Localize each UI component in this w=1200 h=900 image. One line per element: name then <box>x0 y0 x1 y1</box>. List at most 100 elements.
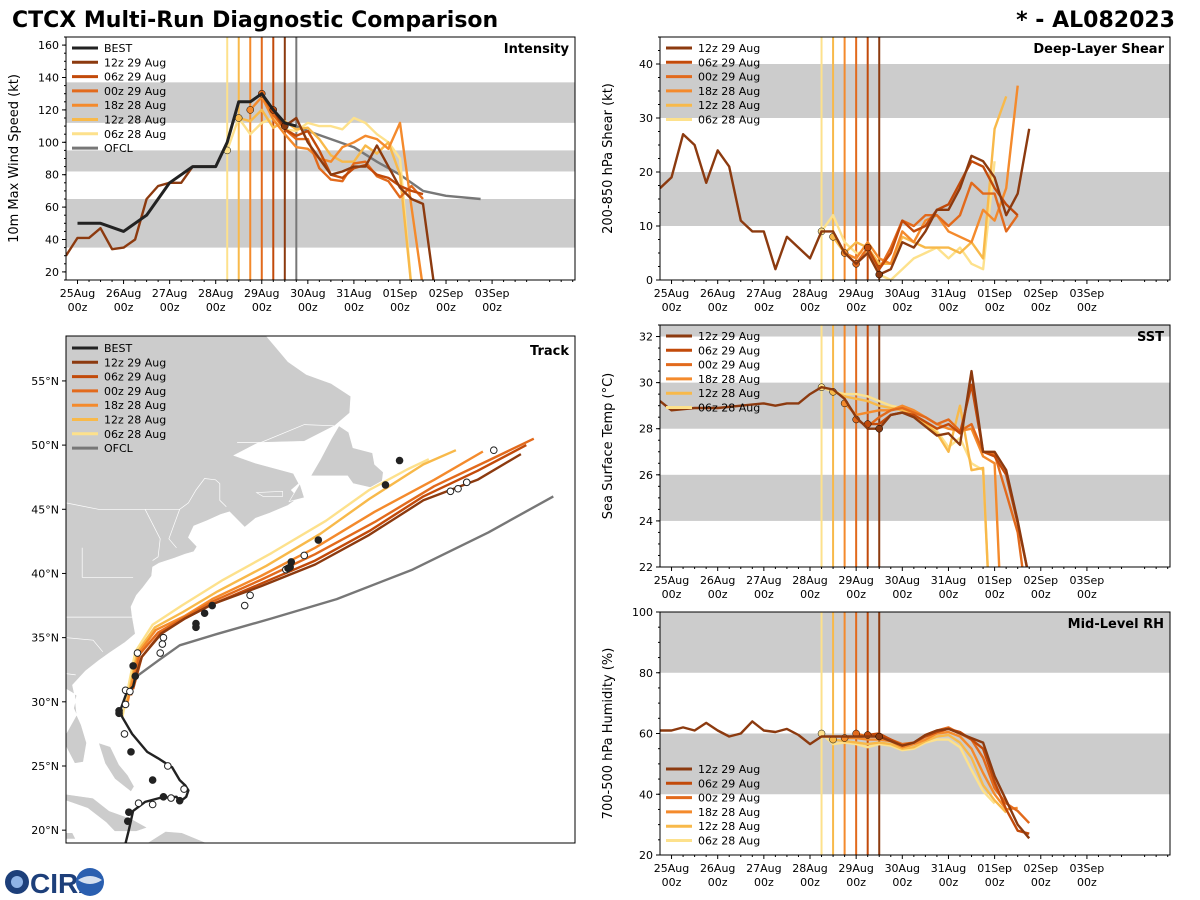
rh-legend-label: 00z 29 Aug <box>698 792 760 805</box>
track-panel-title: Track <box>530 344 569 359</box>
track-legend-label: 12z 29 Aug <box>104 356 166 369</box>
shear-xtick-label: 03Sep <box>1070 287 1105 300</box>
shear-ytick-label: 30 <box>639 112 653 125</box>
intensity-band-2 <box>66 82 575 123</box>
rh-xtick-label: 30Aug <box>885 862 920 875</box>
map-boundary <box>66 637 104 653</box>
rh-series-12z-28-aug <box>832 733 1008 814</box>
shear-xtick-label: 26Aug <box>700 287 735 300</box>
track-ytick-label: 50°N <box>31 439 59 452</box>
rh-series-06z-28-aug <box>820 732 996 805</box>
map-boundary <box>144 509 161 561</box>
shear-ytick-label: 10 <box>639 220 653 233</box>
land-mass-4 <box>66 793 148 832</box>
sst-panel-title: SST <box>1137 330 1164 345</box>
intensity-ytick-label: 160 <box>38 39 59 52</box>
intensity-series-best <box>77 92 297 233</box>
sst-xtick-label-hour: 00z <box>708 588 728 601</box>
shear-legend-label: 18z 28 Aug <box>698 85 760 98</box>
intensity-series-18z-28-aug <box>249 95 424 280</box>
land-mass-3 <box>288 482 305 503</box>
track-ytick-label: 40°N <box>31 567 59 580</box>
sst-plot-area <box>660 325 1170 567</box>
intensity-legend-label: OFCL <box>104 142 134 155</box>
intensity-xtick-label: 03Sep <box>475 287 510 300</box>
intensity-legend-label: BEST <box>104 42 132 55</box>
rh-init-marker-12z-29-aug <box>875 732 883 741</box>
shear-xtick-label: 01Sep <box>977 287 1012 300</box>
sst-ytick-label: 32 <box>639 331 653 344</box>
track-point-open <box>159 633 168 642</box>
intensity-ytick-label: 20 <box>45 266 59 279</box>
sst-xtick-label: 26Aug <box>700 574 735 587</box>
intensity-ytick-label: 100 <box>38 136 59 149</box>
shear-ytick-label: 40 <box>639 58 653 71</box>
track-point-open <box>134 799 143 808</box>
shear-legend-label: 06z 28 Aug <box>698 114 760 127</box>
track-line-18z-28-aug <box>126 450 484 703</box>
shear-band-1 <box>660 64 1170 118</box>
shear-xtick-label: 27Aug <box>746 287 781 300</box>
track-line-00z-29-aug <box>129 437 535 696</box>
track-point-filled <box>148 776 157 784</box>
track-point-open <box>446 487 455 496</box>
sst-ytick-label: 26 <box>639 469 653 482</box>
track-point-open <box>164 762 172 770</box>
sst-legend-label: 18z 28 Aug <box>698 373 760 386</box>
rh-xtick-label-hour: 00z <box>939 876 959 889</box>
rh-xtick-label: 02Sep <box>1023 862 1058 875</box>
sst-ylabel: Sea Surface Temp (°C) <box>601 373 616 520</box>
shear-xtick-label-hour: 00z <box>939 301 959 314</box>
shear-xtick-label-hour: 00z <box>892 301 912 314</box>
shear-xtick-label-hour: 00z <box>1077 301 1097 314</box>
track-legend-label: BEST <box>104 342 132 355</box>
land-mass-6 <box>98 742 135 793</box>
track-legend-label: 00z 29 Aug <box>104 385 166 398</box>
intensity-ytick-label: 60 <box>45 201 59 214</box>
track-point-open <box>180 785 188 793</box>
intensity-panel-title: Intensity <box>504 42 570 57</box>
land-mass-0 <box>66 336 352 764</box>
rh-xtick-label-hour: 00z <box>1077 876 1097 889</box>
sst-band-2 <box>660 325 1170 337</box>
land-mass-5 <box>146 831 207 843</box>
track-point-filled <box>131 672 140 680</box>
shear-panel: 01020304025Aug00z26Aug00z27Aug00z28Aug00… <box>601 36 1171 314</box>
sst-xtick-label: 03Sep <box>1070 574 1105 587</box>
shear-ytick-label: 20 <box>639 166 653 179</box>
shear-init-marker-06z-29-aug <box>863 243 872 252</box>
rh-xtick-label: 25Aug <box>654 862 689 875</box>
sst-xtick-label: 31Aug <box>931 574 966 587</box>
intensity-xtick-label-hour: 00z <box>344 301 364 314</box>
sst-xtick-label-hour: 00z <box>662 588 682 601</box>
sst-xtick-label: 28Aug <box>792 574 827 587</box>
track-point-open <box>246 591 254 600</box>
intensity-legend-label: 12z 28 Aug <box>104 114 166 127</box>
intensity-xtick-label: 01Sep <box>383 287 418 300</box>
sst-legend-label: 00z 29 Aug <box>698 359 760 372</box>
track-point-filled <box>159 792 168 801</box>
rh-xtick-label-hour: 00z <box>800 876 820 889</box>
land-mass-1 <box>310 425 384 488</box>
intensity-ytick-label: 80 <box>45 169 59 182</box>
track-legend-label: 12z 28 Aug <box>104 414 166 427</box>
track-point-open <box>300 551 309 560</box>
rh-band-1 <box>660 612 1170 673</box>
track-ytick-label: 25°N <box>31 760 59 773</box>
track-panel: 20°N 25°N 30°N 35°N 40°N 45°N 50°N 55°N Track BES… <box>31 335 576 844</box>
shear-legend-label: 06z 29 Aug <box>698 56 760 69</box>
track-ytick-label: 55°N <box>31 375 59 388</box>
rh-xtick-label-hour: 00z <box>662 876 682 889</box>
sst-xtick-label: 27Aug <box>746 574 781 587</box>
track-point-open <box>454 484 462 493</box>
sst-legend-label: 06z 28 Aug <box>698 402 760 415</box>
rh-xtick-label: 27Aug <box>746 862 781 875</box>
track-point-filled <box>125 808 133 816</box>
track-point-filled <box>192 619 200 628</box>
sst-ytick-label: 24 <box>639 515 653 528</box>
intensity-xtick-label-hour: 00z <box>206 301 226 314</box>
track-point-open <box>148 800 157 809</box>
sst-band-0 <box>660 474 1170 521</box>
rh-ytick-label: 20 <box>639 849 653 862</box>
